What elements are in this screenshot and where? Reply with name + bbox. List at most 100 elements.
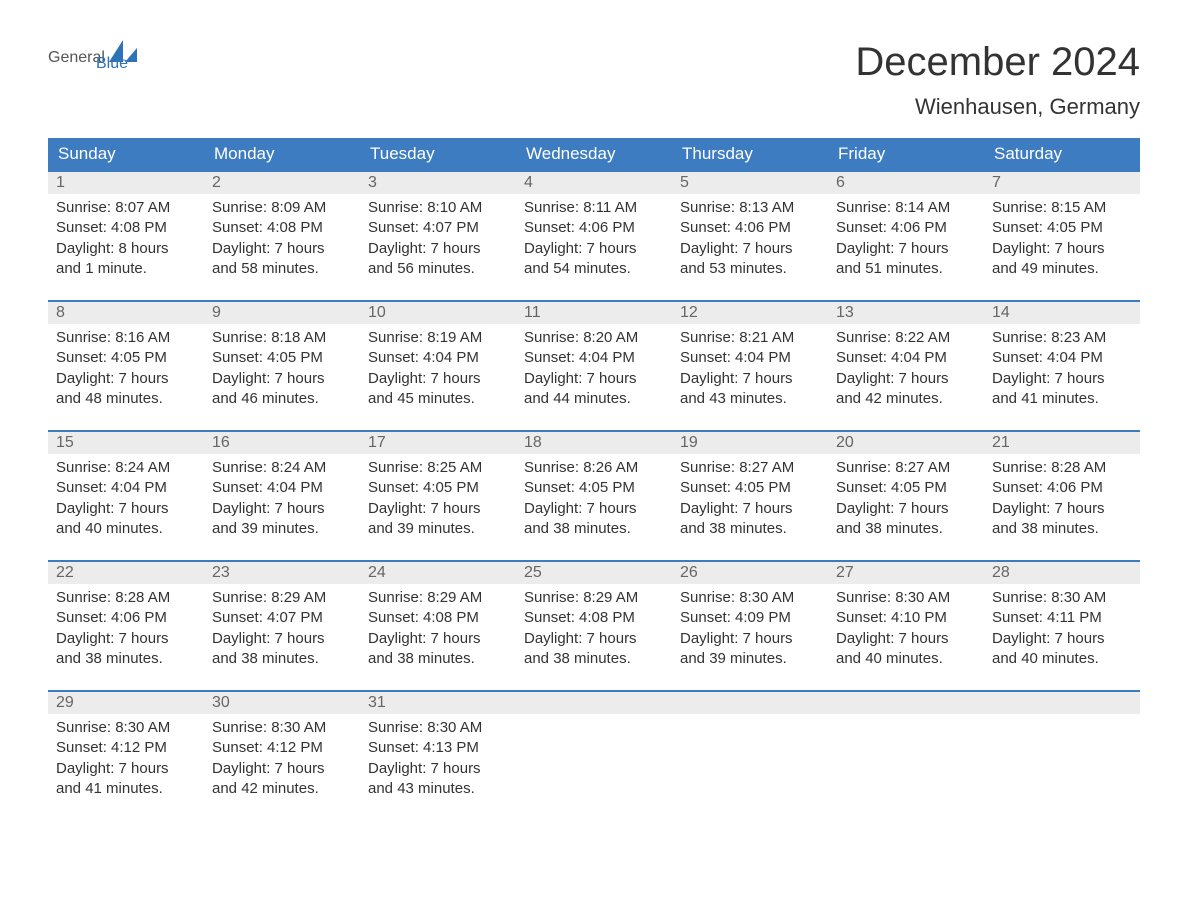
day-content: Sunrise: 8:30 AMSunset: 4:13 PMDaylight:… bbox=[360, 714, 516, 809]
sunrise-line: Sunrise: 8:27 AM bbox=[680, 458, 820, 478]
daylight-line-1: Daylight: 7 hours bbox=[56, 629, 196, 649]
day-content: Sunrise: 8:22 AMSunset: 4:04 PMDaylight:… bbox=[828, 324, 984, 419]
day-content: Sunrise: 8:23 AMSunset: 4:04 PMDaylight:… bbox=[984, 324, 1140, 419]
sunrise-line: Sunrise: 8:19 AM bbox=[368, 328, 508, 348]
day-content: Sunrise: 8:13 AMSunset: 4:06 PMDaylight:… bbox=[672, 194, 828, 289]
day-number: 24 bbox=[360, 562, 516, 584]
sunrise-line: Sunrise: 8:16 AM bbox=[56, 328, 196, 348]
sunrise-line: Sunrise: 8:11 AM bbox=[524, 198, 664, 218]
sunset-line: Sunset: 4:08 PM bbox=[368, 608, 508, 628]
day-number: 22 bbox=[48, 562, 204, 584]
day-cell: 7Sunrise: 8:15 AMSunset: 4:05 PMDaylight… bbox=[984, 172, 1140, 300]
daylight-line-1: Daylight: 7 hours bbox=[680, 239, 820, 259]
day-content: Sunrise: 8:27 AMSunset: 4:05 PMDaylight:… bbox=[672, 454, 828, 549]
weekday-tuesday: Tuesday bbox=[360, 138, 516, 170]
sunset-line: Sunset: 4:04 PM bbox=[524, 348, 664, 368]
day-content: Sunrise: 8:15 AMSunset: 4:05 PMDaylight:… bbox=[984, 194, 1140, 289]
daylight-line-1: Daylight: 7 hours bbox=[56, 499, 196, 519]
day-content: Sunrise: 8:28 AMSunset: 4:06 PMDaylight:… bbox=[984, 454, 1140, 549]
daylight-line-2: and 42 minutes. bbox=[212, 779, 352, 799]
sunset-line: Sunset: 4:04 PM bbox=[56, 478, 196, 498]
sunrise-line: Sunrise: 8:10 AM bbox=[368, 198, 508, 218]
day-cell: 8Sunrise: 8:16 AMSunset: 4:05 PMDaylight… bbox=[48, 302, 204, 430]
day-number: 2 bbox=[204, 172, 360, 194]
day-number: 9 bbox=[204, 302, 360, 324]
daylight-line-1: Daylight: 7 hours bbox=[56, 369, 196, 389]
daylight-line-1: Daylight: 7 hours bbox=[524, 369, 664, 389]
daylight-line-2: and 40 minutes. bbox=[836, 649, 976, 669]
day-cell: 29Sunrise: 8:30 AMSunset: 4:12 PMDayligh… bbox=[48, 692, 204, 820]
day-cell: 22 Sunrise: 8:28 AMSunset: 4:06 PMDayligh… bbox=[48, 562, 204, 690]
day-number: 29 bbox=[48, 692, 204, 714]
sunrise-line: Sunrise: 8:29 AM bbox=[368, 588, 508, 608]
day-number: 15 bbox=[48, 432, 204, 454]
day-cell: 1Sunrise: 8:07 AMSunset: 4:08 PMDaylight… bbox=[48, 172, 204, 300]
day-number: 13 bbox=[828, 302, 984, 324]
sunrise-line: Sunrise: 8:30 AM bbox=[368, 718, 508, 738]
sunrise-line: Sunrise: 8:13 AM bbox=[680, 198, 820, 218]
day-content: Sunrise: 8:10 AMSunset: 4:07 PMDaylight:… bbox=[360, 194, 516, 289]
daylight-line-1: Daylight: 7 hours bbox=[836, 629, 976, 649]
week-row: 8Sunrise: 8:16 AMSunset: 4:05 PMDaylight… bbox=[48, 300, 1140, 430]
day-cell: 4Sunrise: 8:11 AMSunset: 4:06 PMDaylight… bbox=[516, 172, 672, 300]
daylight-line-1: Daylight: 7 hours bbox=[680, 369, 820, 389]
sunset-line: Sunset: 4:09 PM bbox=[680, 608, 820, 628]
day-content: Sunrise: 8:29 AMSunset: 4:08 PMDaylight:… bbox=[360, 584, 516, 679]
sunrise-line: Sunrise: 8:30 AM bbox=[992, 588, 1132, 608]
sunrise-line: Sunrise: 8:28 AM bbox=[56, 588, 196, 608]
day-cell: 17Sunrise: 8:25 AMSunset: 4:05 PMDayligh… bbox=[360, 432, 516, 560]
empty-day-cell bbox=[828, 692, 984, 820]
daylight-line-2: and 39 minutes. bbox=[680, 649, 820, 669]
day-number: 30 bbox=[204, 692, 360, 714]
day-content: Sunrise: 8:11 AMSunset: 4:06 PMDaylight:… bbox=[516, 194, 672, 289]
daylight-line-1: Daylight: 7 hours bbox=[524, 629, 664, 649]
week-row: 22Sunrise: 8:28 AMSunset: 4:06 PMDayligh… bbox=[48, 560, 1140, 690]
day-content: Sunrise: 8:21 AMSunset: 4:04 PMDaylight:… bbox=[672, 324, 828, 419]
daylight-line-1: Daylight: 7 hours bbox=[212, 369, 352, 389]
daylight-line-1: Daylight: 7 hours bbox=[992, 499, 1132, 519]
day-number: 14 bbox=[984, 302, 1140, 324]
sunset-line: Sunset: 4:07 PM bbox=[368, 218, 508, 238]
weekday-wednesday: Wednesday bbox=[516, 138, 672, 170]
daylight-line-2: and 39 minutes. bbox=[212, 519, 352, 539]
sunset-line: Sunset: 4:04 PM bbox=[368, 348, 508, 368]
daylight-line-2: and 43 minutes. bbox=[680, 389, 820, 409]
day-number bbox=[984, 692, 1140, 714]
day-cell: 11Sunrise: 8:20 AMSunset: 4:04 PMDayligh… bbox=[516, 302, 672, 430]
day-content: Sunrise: 8:07 AMSunset: 4:08 PMDaylight:… bbox=[48, 194, 204, 289]
title-block: December 2024 Wienhausen, Germany bbox=[855, 40, 1140, 120]
day-content: Sunrise: 8:30 AMSunset: 4:12 PMDaylight:… bbox=[48, 714, 204, 809]
day-number: 19 bbox=[672, 432, 828, 454]
week-row: 1Sunrise: 8:07 AMSunset: 4:08 PMDaylight… bbox=[48, 170, 1140, 300]
day-number: 18 bbox=[516, 432, 672, 454]
daylight-line-1: Daylight: 7 hours bbox=[368, 239, 508, 259]
day-content: Sunrise: 8:30 AMSunset: 4:10 PMDaylight:… bbox=[828, 584, 984, 679]
day-number: 17 bbox=[360, 432, 516, 454]
weeks-container: 1Sunrise: 8:07 AMSunset: 4:08 PMDaylight… bbox=[48, 170, 1140, 820]
brand-blue: Blue bbox=[96, 56, 137, 72]
day-cell: 26Sunrise: 8:30 AMSunset: 4:09 PMDayligh… bbox=[672, 562, 828, 690]
sunrise-line: Sunrise: 8:24 AM bbox=[56, 458, 196, 478]
sunset-line: Sunset: 4:04 PM bbox=[992, 348, 1132, 368]
day-number: 11 bbox=[516, 302, 672, 324]
sunrise-line: Sunrise: 8:15 AM bbox=[992, 198, 1132, 218]
day-number: 25 bbox=[516, 562, 672, 584]
daylight-line-1: Daylight: 7 hours bbox=[992, 239, 1132, 259]
day-content: Sunrise: 8:29 AMSunset: 4:07 PMDaylight:… bbox=[204, 584, 360, 679]
sunrise-line: Sunrise: 8:18 AM bbox=[212, 328, 352, 348]
daylight-line-2: and 49 minutes. bbox=[992, 259, 1132, 279]
day-number: 10 bbox=[360, 302, 516, 324]
daylight-line-1: Daylight: 7 hours bbox=[56, 759, 196, 779]
sunset-line: Sunset: 4:08 PM bbox=[212, 218, 352, 238]
day-number: 27 bbox=[828, 562, 984, 584]
daylight-line-2: and 42 minutes. bbox=[836, 389, 976, 409]
sunset-line: Sunset: 4:12 PM bbox=[212, 738, 352, 758]
sunset-line: Sunset: 4:12 PM bbox=[56, 738, 196, 758]
daylight-line-1: Daylight: 7 hours bbox=[368, 629, 508, 649]
weekday-sunday: Sunday bbox=[48, 138, 204, 170]
empty-day-cell bbox=[984, 692, 1140, 820]
daylight-line-1: Daylight: 7 hours bbox=[992, 369, 1132, 389]
sunset-line: Sunset: 4:06 PM bbox=[56, 608, 196, 628]
day-cell: 9Sunrise: 8:18 AMSunset: 4:05 PMDaylight… bbox=[204, 302, 360, 430]
day-number: 6 bbox=[828, 172, 984, 194]
